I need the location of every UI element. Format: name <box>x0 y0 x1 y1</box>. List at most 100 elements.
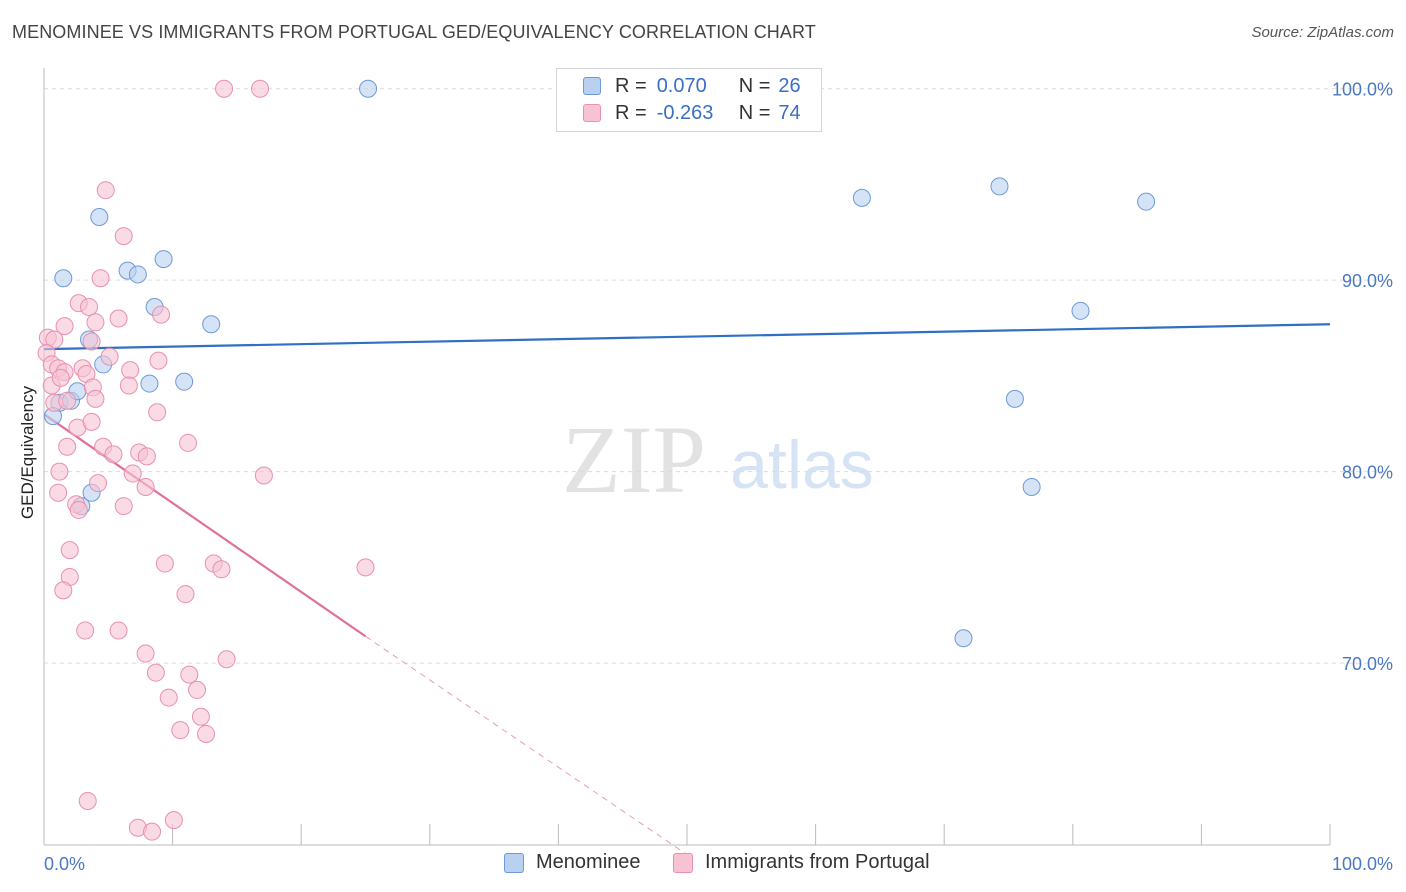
legend-n-value: 26 <box>778 74 801 97</box>
legend-swatch-blue <box>583 77 601 95</box>
data-point-portugal <box>86 389 105 408</box>
stats-legend: R = 0.070 N = 26 R = -0.263 N = 74 <box>556 68 822 132</box>
data-point-portugal <box>197 724 216 743</box>
data-point-portugal <box>76 621 95 640</box>
data-point-portugal <box>91 269 110 288</box>
data-point-menominee <box>852 188 871 207</box>
data-point-menominee <box>954 629 973 648</box>
data-point-portugal <box>121 361 140 380</box>
legend-r-label: R = <box>615 74 647 97</box>
data-point-menominee <box>54 269 73 288</box>
data-point-portugal <box>78 791 97 810</box>
legend-n-label: N = <box>738 101 771 124</box>
data-point-portugal <box>89 474 108 493</box>
legend-swatch-pink <box>583 104 601 122</box>
source-credit: Source: ZipAtlas.com <box>1251 24 1394 41</box>
data-point-portugal <box>149 351 168 370</box>
data-point-portugal <box>215 79 234 98</box>
data-point-portugal <box>179 433 198 452</box>
data-point-portugal <box>82 332 101 351</box>
data-point-portugal <box>251 79 270 98</box>
x-tick-label-right: 100.0% <box>1332 854 1393 874</box>
data-point-portugal <box>50 462 69 481</box>
data-point-portugal <box>188 680 207 699</box>
data-point-portugal <box>114 227 133 246</box>
data-point-portugal <box>82 412 101 431</box>
legend-row-portugal: R = -0.263 N = 74 <box>583 101 801 125</box>
legend-n-value: 74 <box>778 101 801 124</box>
data-point-portugal <box>51 368 70 387</box>
y-tick-label: 80.0% <box>1342 463 1393 483</box>
data-point-menominee <box>202 315 221 334</box>
data-point-portugal <box>55 317 74 336</box>
data-point-menominee <box>175 372 194 391</box>
legend-r-value: -0.263 <box>656 101 714 124</box>
y-tick-label: 70.0% <box>1342 654 1393 674</box>
legend-item-menominee: Menominee <box>504 851 641 874</box>
trend-line-portugal <box>43 413 367 638</box>
legend-r-label: R = <box>615 101 647 124</box>
data-point-portugal <box>123 464 142 483</box>
x-tick-label-left: 0.0% <box>44 854 85 874</box>
data-point-menominee <box>90 208 109 226</box>
y-tick-label: 100.0% <box>1332 80 1393 100</box>
data-point-portugal <box>114 497 133 516</box>
legend-label-portugal: Immigrants from Portugal <box>705 851 930 873</box>
data-point-portugal <box>159 688 178 707</box>
legend-swatch-blue <box>504 852 524 873</box>
data-point-portugal <box>54 581 73 600</box>
data-point-portugal <box>109 309 128 328</box>
chart-title: MENOMINEE VS IMMIGRANTS FROM PORTUGAL GE… <box>12 22 816 42</box>
data-point-portugal <box>164 811 183 830</box>
legend-swatch-pink <box>673 852 693 873</box>
legend-item-portugal: Immigrants from Portugal <box>673 851 930 874</box>
data-point-portugal <box>171 721 190 740</box>
legend-row-menominee: R = 0.070 N = 26 <box>583 74 801 98</box>
data-point-menominee <box>359 79 378 98</box>
data-point-portugal <box>58 437 77 456</box>
data-point-portugal <box>96 181 115 200</box>
trend-line-menominee <box>43 323 1331 351</box>
data-point-portugal <box>109 621 128 640</box>
data-point-menominee <box>154 250 173 269</box>
data-point-portugal <box>148 403 167 422</box>
data-point-portugal <box>119 376 138 395</box>
data-point-portugal <box>176 585 195 604</box>
y-tick-label: 90.0% <box>1342 271 1393 291</box>
data-point-portugal <box>104 445 123 464</box>
watermark-zip: ZIP <box>562 406 706 513</box>
data-point-portugal <box>356 558 375 577</box>
data-point-portugal <box>58 391 77 410</box>
series-legend: Menominee Immigrants from Portugal <box>0 851 1406 877</box>
data-point-menominee <box>990 177 1009 196</box>
data-point-portugal <box>137 447 156 466</box>
data-point-portugal <box>45 330 64 349</box>
legend-r-value: 0.070 <box>656 74 707 97</box>
data-point-portugal <box>254 466 273 485</box>
data-point-portugal <box>143 822 162 841</box>
data-point-portugal <box>60 541 79 560</box>
data-point-portugal <box>212 560 231 579</box>
data-point-portugal <box>49 483 68 502</box>
data-point-portugal <box>136 644 155 663</box>
watermark-atlas: atlas <box>730 427 874 503</box>
data-point-portugal <box>100 347 119 366</box>
data-point-menominee <box>1071 301 1090 320</box>
data-point-portugal <box>69 500 88 519</box>
data-point-portugal <box>191 707 210 726</box>
data-point-portugal <box>86 313 105 332</box>
data-point-portugal <box>146 663 165 682</box>
data-point-menominee <box>1005 389 1024 408</box>
y-axis-label: GED/Equivalency <box>18 385 37 519</box>
trend-extension-portugal <box>365 635 688 855</box>
data-point-portugal <box>180 665 199 684</box>
data-point-menominee <box>140 374 159 393</box>
data-point-portugal <box>136 477 155 496</box>
data-point-portugal <box>155 554 174 573</box>
data-point-portugal <box>152 305 171 324</box>
legend-n-label: N = <box>738 74 771 97</box>
data-point-portugal <box>80 297 99 316</box>
data-point-portugal <box>217 650 236 669</box>
data-point-menominee <box>128 265 147 284</box>
